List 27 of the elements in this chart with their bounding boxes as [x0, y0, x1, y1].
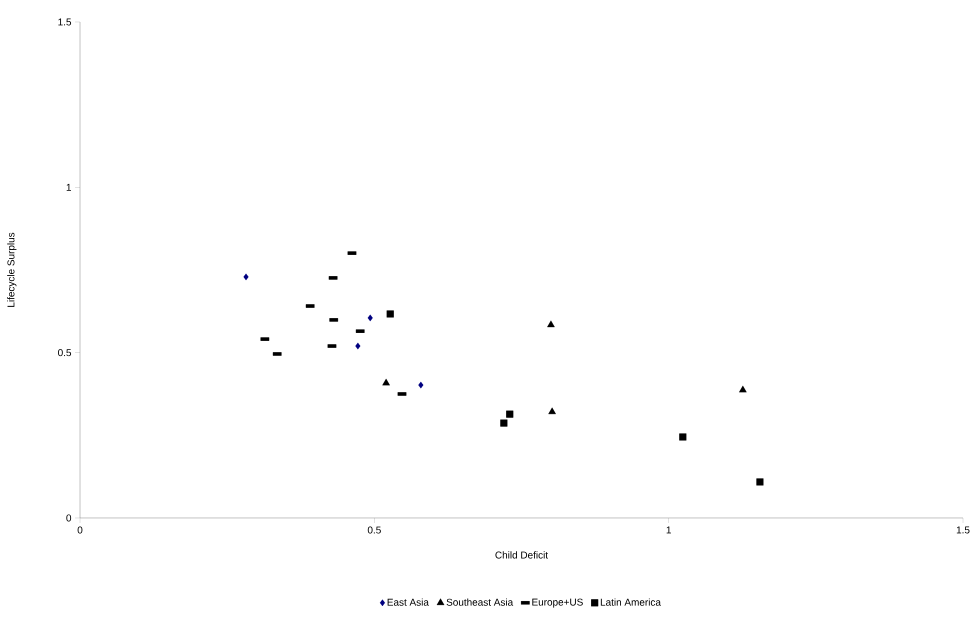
point — [756, 478, 764, 486]
y-axis-title: Lifecycle Surplus — [7, 232, 16, 307]
point — [679, 433, 686, 441]
legend-label: Southeast Asia — [446, 598, 514, 606]
point — [418, 382, 424, 388]
point — [368, 314, 373, 322]
x-tick-label: 1 — [666, 526, 671, 534]
x-tick-label: 0.5 — [368, 526, 381, 534]
y-tick-label: 1.5 — [58, 18, 72, 26]
point — [243, 274, 249, 280]
point — [547, 320, 555, 328]
y-tick-label: 0.5 — [58, 349, 72, 356]
x-axis-title: Child Deficit — [495, 551, 548, 559]
point — [500, 419, 508, 427]
y-tick-label: 0 — [66, 514, 72, 522]
y-tick-label: 1 — [66, 184, 72, 191]
point — [382, 378, 390, 386]
point — [386, 310, 394, 318]
legend-label: Latin America — [600, 598, 661, 606]
point — [506, 410, 514, 418]
point — [548, 407, 556, 414]
point — [355, 342, 360, 350]
legend-label: East Asia — [388, 598, 429, 606]
legend-label: Europe+US — [532, 598, 583, 608]
x-tick-label: 1.5 — [956, 526, 970, 534]
x-tick-label: 0 — [78, 526, 82, 534]
point — [739, 386, 747, 392]
